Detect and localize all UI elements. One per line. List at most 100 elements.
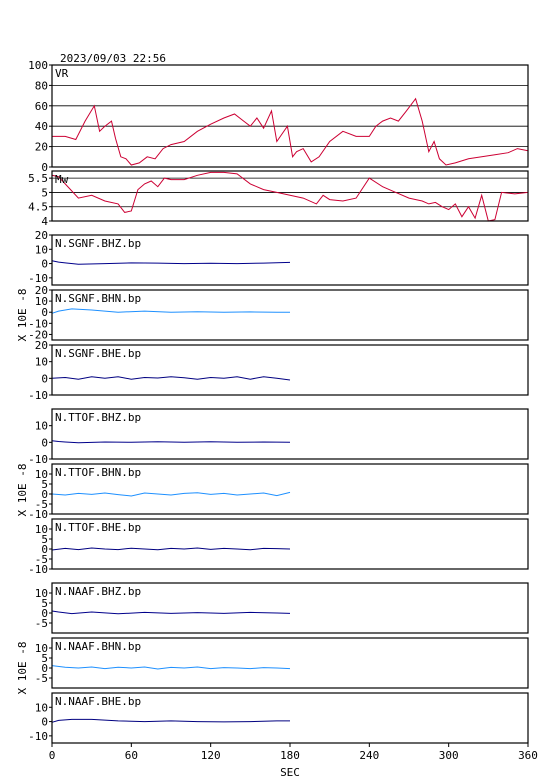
x-tick-label: 120 — [201, 749, 221, 762]
panel-label: N.TTOF.BHN.bp — [55, 466, 141, 479]
panel-ttof-bhz: -10 0 10 N.TTOF.BHZ.bp — [28, 408, 529, 466]
y-tick-label: 10 — [35, 701, 48, 714]
y-tick-label: 20 — [35, 284, 48, 297]
y-tick-label: 10 — [35, 523, 48, 536]
plot-frame — [51, 518, 529, 570]
panel-label: VR — [55, 67, 69, 80]
y-tick-label: -10 — [28, 317, 48, 330]
plot-frame — [51, 408, 529, 460]
series-line-naaf-bhz — [51, 610, 291, 615]
y-tick-label: 10 — [35, 295, 48, 308]
panel-label: N.SGNF.BHN.bp — [55, 292, 141, 305]
y-tick-label: -10 — [28, 272, 48, 285]
y-tick-label: 5 — [41, 652, 48, 665]
y-tick-label: 40 — [35, 120, 48, 133]
y-tick-label: 0 — [41, 607, 48, 620]
plot-frame — [51, 637, 529, 689]
series-line-ttof-bhn — [51, 491, 291, 497]
x-tick-label: 240 — [359, 749, 379, 762]
y-axis-label-naaf: X 10E -8 — [16, 642, 29, 695]
y-tick-label: 4 — [41, 215, 48, 228]
y-axis-label-ttof: X 10E -8 — [16, 464, 29, 517]
x-tick-label: 300 — [439, 749, 459, 762]
plot-frame — [51, 582, 529, 634]
y-tick-label: 5 — [41, 478, 48, 491]
y-tick-label: 5.5 — [28, 172, 48, 185]
series-line-naaf-bhn — [51, 665, 291, 670]
y-tick-label: -5 — [35, 617, 48, 630]
y-tick-label: 10 — [35, 420, 48, 433]
y-tick-label: -10 — [28, 508, 48, 521]
series-line-sgnf-bhn — [51, 308, 290, 314]
panel-label: N.NAAF.BHZ.bp — [55, 585, 141, 598]
y-tick-label: 0 — [41, 436, 48, 449]
panel-vr: 0 20 40 60 80 100 VR — [28, 59, 529, 174]
y-tick-label: 20 — [35, 141, 48, 154]
y-tick-label: -5 — [35, 553, 48, 566]
plot-frame — [51, 234, 529, 286]
y-tick-label: 0 — [41, 306, 48, 319]
plot-frame — [51, 463, 529, 515]
x-tick-label: 180 — [280, 749, 300, 762]
x-tick-label: 360 — [518, 749, 538, 762]
y-tick-label: 10 — [35, 243, 48, 256]
y-tick-label: 10 — [35, 642, 48, 655]
panel-mw: 44.5 55.5 Mw — [28, 170, 529, 228]
panel-label: Mw — [55, 173, 69, 186]
plot-frame — [51, 344, 529, 396]
panel-label: N.NAAF.BHE.bp — [55, 695, 141, 708]
y-tick-label: 0 — [41, 662, 48, 675]
y-tick-label: 0 — [41, 488, 48, 501]
y-tick-label: -10 — [28, 730, 48, 743]
y-tick-label: -10 — [28, 563, 48, 576]
y-tick-label: 0 — [41, 716, 48, 729]
header-timestamp: 2023/09/03 22:56 — [60, 52, 166, 65]
panel-label: N.NAAF.BHN.bp — [55, 640, 141, 653]
series-line-mw — [51, 171, 529, 222]
y-tick-label: 20 — [35, 229, 48, 242]
y-tick-label: -10 — [28, 453, 48, 466]
y-tick-label: 0 — [41, 372, 48, 385]
y-axis-label-sgnf: X 10E -8 — [16, 289, 29, 342]
y-tick-label: 5 — [41, 597, 48, 610]
y-tick-label: 10 — [35, 587, 48, 600]
y-tick-label: 80 — [35, 79, 48, 92]
series-line-ttof-bhz — [51, 440, 291, 444]
y-tick-label: -10 — [28, 389, 48, 402]
y-tick-label: -20 — [28, 328, 48, 341]
series-line-ttof-bhe — [51, 547, 291, 551]
y-tick-label: 10 — [35, 356, 48, 369]
y-tick-label: 5 — [41, 186, 48, 199]
x-axis: 0 60 120 180 240 300 360 — [49, 743, 538, 762]
y-tick-label: 100 — [28, 59, 48, 72]
x-tick-label: 60 — [125, 749, 138, 762]
panel-label: N.TTOF.BHE.bp — [55, 521, 141, 534]
y-tick-label: 0 — [41, 543, 48, 556]
plot-frame — [51, 289, 529, 341]
y-tick-label: -5 — [35, 672, 48, 685]
y-tick-label: 20 — [35, 339, 48, 352]
series-line-naaf-bhe — [51, 718, 290, 723]
series-line-sgnf-bhe — [51, 376, 291, 381]
y-tick-label: 0 — [41, 161, 48, 174]
panel-naaf-bhe: -100 10 N.NAAF.BHE.bp — [28, 692, 529, 744]
plot-frame — [51, 170, 529, 222]
y-tick-label: 0 — [41, 258, 48, 271]
y-tick-label: 60 — [35, 100, 48, 113]
y-tick-label: 4.5 — [28, 201, 48, 214]
plot-frame — [51, 64, 529, 168]
y-tick-label: 10 — [35, 468, 48, 481]
series-line-vr — [52, 97, 529, 166]
panel-sgnf-bhe: -10 0 10 20 N.SGNF.BHE.bp — [28, 339, 529, 402]
panel-label: N.SGNF.BHE.bp — [55, 347, 141, 360]
y-tick-label: 5 — [41, 533, 48, 546]
x-tick-label: 0 — [49, 749, 56, 762]
